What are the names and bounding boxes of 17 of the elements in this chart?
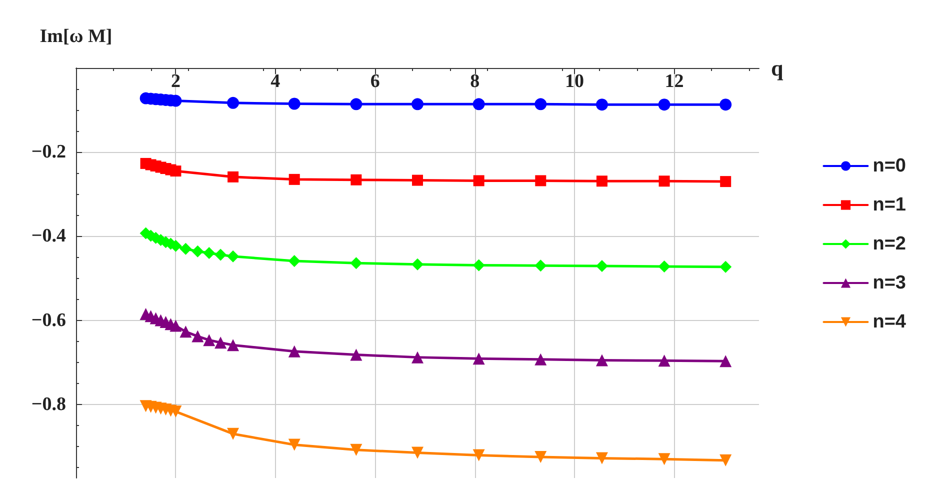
legend-label: n=3: [872, 272, 906, 294]
legend-label: n=4: [872, 312, 906, 332]
y-tick-label: −0.8: [31, 394, 66, 415]
x-tick-label: 2: [170, 71, 180, 92]
y-axis-title: Im[ω M]: [40, 26, 112, 47]
y-tick-label: −0.2: [31, 142, 66, 163]
x-tick-label: 4: [270, 71, 281, 92]
legend-label: n=1: [872, 194, 906, 216]
x-tick-label: 8: [470, 71, 480, 92]
legend-label: n=2: [872, 234, 906, 254]
legend-label: n=0: [872, 156, 906, 176]
x-tick-label: 6: [370, 71, 380, 92]
y-tick-label: −0.4: [31, 226, 66, 247]
x-tick-label: 12: [664, 71, 684, 92]
x-axis-title: q: [771, 56, 784, 80]
y-tick-label: −0.6: [31, 310, 66, 331]
x-tick-label: 10: [565, 71, 584, 92]
